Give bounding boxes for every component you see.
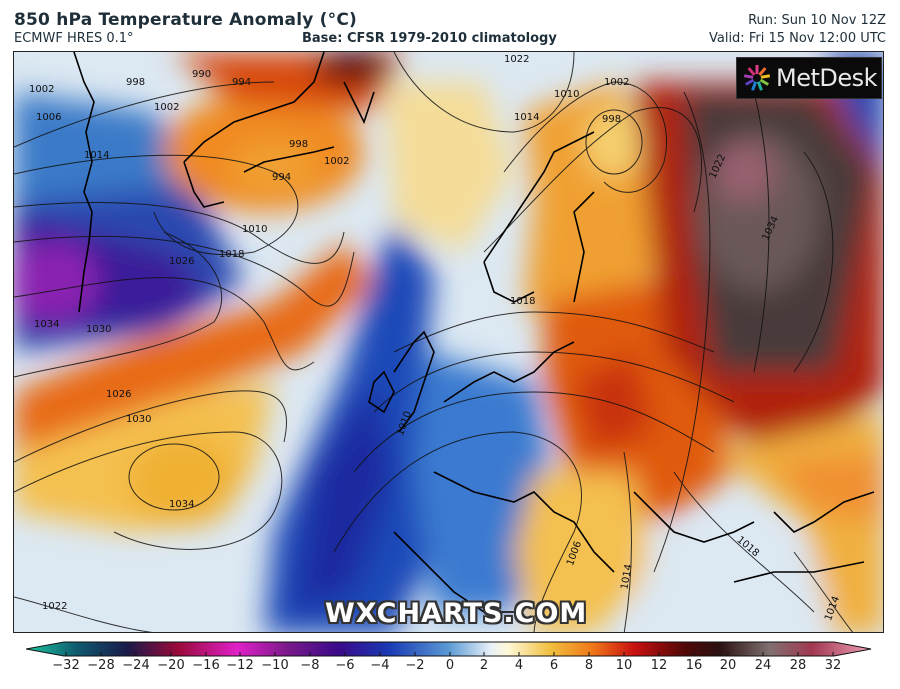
colorbar-tick-label: −2 <box>405 658 425 673</box>
colorbar-tick-label: −24 <box>122 658 150 673</box>
svg-text:998: 998 <box>126 77 145 88</box>
colorbar-tick-label: 20 <box>719 658 737 673</box>
colorbar-tick-label: −4 <box>370 658 390 673</box>
svg-text:990: 990 <box>192 69 211 80</box>
colorbar-tick-label: −10 <box>261 658 289 673</box>
svg-text:1034: 1034 <box>169 499 194 510</box>
colorbar-ticks <box>65 652 834 656</box>
colorbar-tick-label: 16 <box>685 658 703 673</box>
svg-text:1014: 1014 <box>619 563 634 590</box>
colorbar <box>26 641 872 657</box>
svg-text:998: 998 <box>602 114 621 125</box>
chart-title: 850 hPa Temperature Anomaly (°C) <box>14 10 357 30</box>
colorbar-tick-label: 12 <box>650 658 668 673</box>
colorbar-labels: −32 −28 −24 −20 −16 −12 −10 −8 −6 −4 −2 … <box>0 658 900 678</box>
colorbar-tick-label: 28 <box>789 658 807 673</box>
svg-text:1002: 1002 <box>324 156 349 167</box>
svg-text:1014: 1014 <box>514 112 539 123</box>
metdesk-starburst-icon <box>743 65 771 91</box>
metdesk-logo-text: MetDesk <box>776 64 878 92</box>
colorbar-tick-label: 6 <box>549 658 559 673</box>
svg-text:1022: 1022 <box>42 601 67 612</box>
svg-text:1030: 1030 <box>86 324 111 335</box>
svg-text:1034: 1034 <box>34 319 59 330</box>
colorbar-tick-label: −20 <box>157 658 185 673</box>
svg-text:1002: 1002 <box>604 77 629 88</box>
svg-text:1010: 1010 <box>242 224 267 235</box>
temperature-anomaly-map: 1002 998 990 994 1002 1006 1014 998 994 … <box>13 51 884 633</box>
colorbar-tick-label: −6 <box>335 658 355 673</box>
wxcharts-watermark: WXCHARTS.COM <box>325 598 588 629</box>
colorbar-tick-label: 4 <box>514 658 524 673</box>
svg-text:994: 994 <box>232 77 251 88</box>
svg-text:1006: 1006 <box>36 112 61 123</box>
svg-text:1030: 1030 <box>126 414 151 425</box>
svg-text:998: 998 <box>289 139 308 150</box>
colorbar-tick-label: −12 <box>226 658 254 673</box>
svg-text:994: 994 <box>272 172 291 183</box>
map-field: 1002 998 990 994 1002 1006 1014 998 994 … <box>14 52 883 632</box>
colorbar-tick-label: −8 <box>300 658 320 673</box>
svg-text:1018: 1018 <box>510 296 535 307</box>
metdesk-logo: MetDesk <box>736 57 882 99</box>
colorbar-tick-label: 8 <box>584 658 594 673</box>
colorbar-tick-label: −28 <box>87 658 115 673</box>
svg-text:1002: 1002 <box>154 102 179 113</box>
svg-text:1014: 1014 <box>84 150 109 161</box>
valid-time-label: Valid: Fri 15 Nov 12:00 UTC <box>708 31 886 46</box>
svg-text:1022: 1022 <box>504 54 529 65</box>
colorbar-tick-label: 24 <box>754 658 772 673</box>
colorbar-tick-label: 0 <box>445 658 455 673</box>
svg-text:1010: 1010 <box>554 89 579 100</box>
svg-text:1026: 1026 <box>106 389 131 400</box>
climatology-base-label: Base: CFSR 1979-2010 climatology <box>302 31 557 46</box>
colorbar-tick-label: 32 <box>824 658 842 673</box>
colorbar-tick-label: 10 <box>615 658 633 673</box>
svg-text:1002: 1002 <box>29 84 54 95</box>
svg-text:1026: 1026 <box>169 256 194 267</box>
model-label: ECMWF HRES 0.1° <box>14 31 134 46</box>
svg-text:1018: 1018 <box>219 249 244 260</box>
colorbar-tick-label: 2 <box>479 658 489 673</box>
colorbar-tick-label: −16 <box>192 658 220 673</box>
colorbar-tick-label: −32 <box>52 658 80 673</box>
run-time-label: Run: Sun 10 Nov 12Z <box>748 13 886 28</box>
